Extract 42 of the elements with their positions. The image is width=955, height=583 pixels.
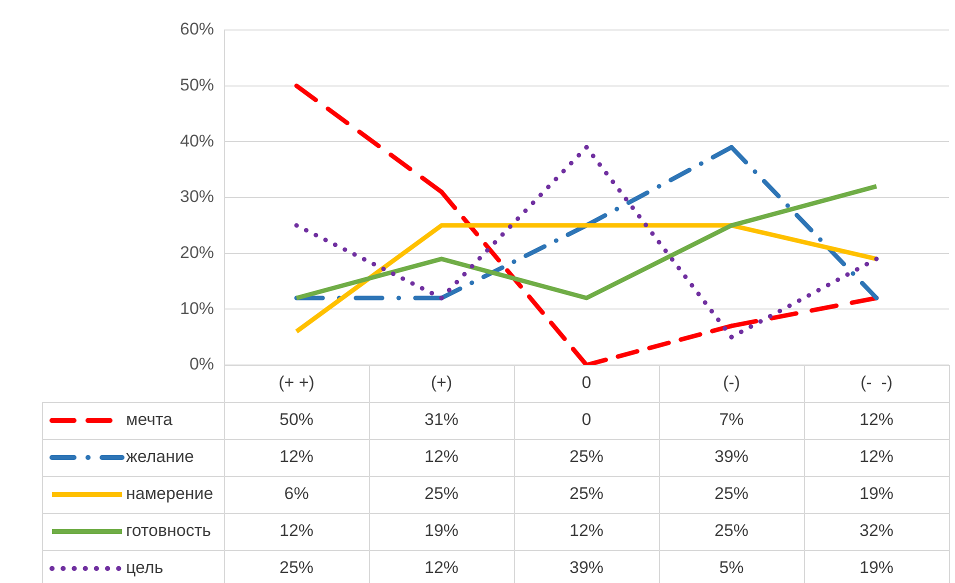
y-tick-label: 40% (180, 131, 214, 150)
data-label: 25% (569, 484, 604, 504)
data-label: 50% (280, 410, 314, 430)
data-label: 39% (569, 558, 604, 578)
y-tick-label: 60% (180, 20, 214, 39)
data-label: 39% (714, 447, 749, 466)
data-label: 6% (284, 484, 309, 504)
legend-label: готовность (126, 521, 212, 540)
y-tick-label: 50% (180, 76, 214, 95)
data-label: 12% (424, 558, 459, 578)
data-label: 31% (424, 410, 459, 430)
legend-label: мечта (126, 410, 174, 430)
data-label: 12% (859, 447, 894, 466)
data-label: 19% (859, 484, 894, 504)
data-label: 5% (719, 558, 744, 578)
data-label: 12% (569, 521, 604, 540)
data-label: 12% (424, 447, 459, 466)
data-label: 19% (859, 558, 894, 578)
legend-label: желание (126, 447, 194, 466)
y-tick-label: 10% (180, 298, 214, 318)
y-tick-label: 0% (189, 354, 214, 374)
x-tick-label: (- -) (860, 373, 893, 392)
x-tick-label: (+) (430, 373, 452, 392)
data-label: 25% (714, 521, 749, 540)
legend-label: намерение (126, 484, 214, 504)
data-label: 12% (859, 410, 894, 430)
data-label: 19% (424, 521, 459, 540)
y-tick-label: 20% (180, 243, 214, 262)
data-label: 7% (719, 410, 744, 430)
x-tick-label: 0 (582, 373, 592, 392)
data-label: 25% (280, 558, 314, 578)
y-tick-label: 30% (180, 187, 214, 206)
data-label: 25% (569, 447, 604, 466)
data-label: 12% (280, 447, 314, 466)
data-label: 12% (280, 521, 314, 540)
data-label: 32% (859, 521, 894, 540)
x-tick-label: (-) (723, 373, 740, 392)
data-label: 25% (424, 484, 459, 504)
data-label: 25% (714, 484, 749, 504)
legend-label: цель (126, 558, 164, 578)
x-tick-label: (+ +) (278, 373, 314, 392)
data-label: 0 (582, 410, 592, 430)
